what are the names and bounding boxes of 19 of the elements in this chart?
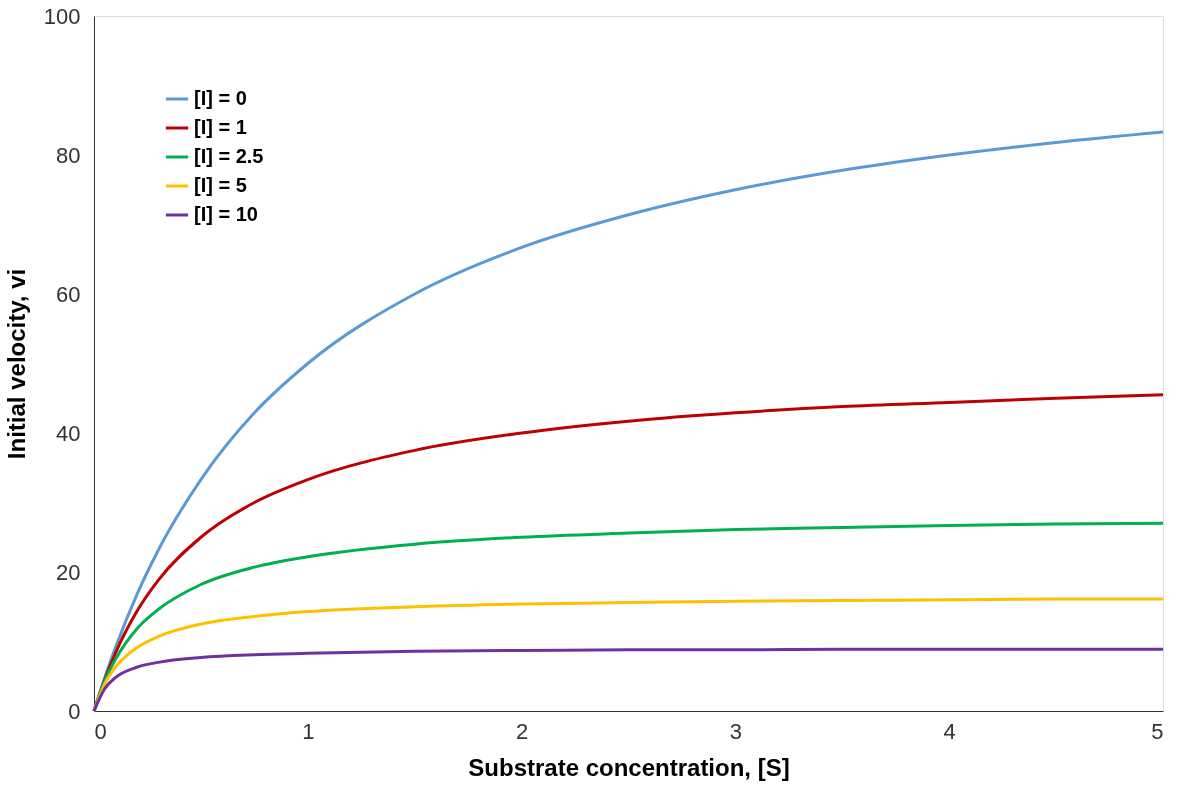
x-tick-label: 5 [1151, 718, 1164, 744]
x-tick-label: 1 [302, 718, 315, 744]
x-tick-label: 3 [729, 718, 743, 744]
legend-label: [I] = 5 [194, 174, 247, 196]
legend-label: [I] = 0 [194, 87, 247, 109]
legend-label: [I] = 10 [194, 203, 258, 225]
y-tick-label: 100 [43, 3, 81, 29]
x-tick-label: 4 [943, 718, 956, 744]
x-axis-title: Substrate concentration, [S] [468, 753, 790, 781]
y-tick-label: 20 [56, 559, 81, 585]
y-axis-title: Initial velocity, vi [2, 268, 30, 460]
y-tick-label: 40 [56, 420, 81, 446]
y-tick-label: 80 [56, 142, 81, 168]
y-tick-label: 60 [56, 281, 81, 307]
x-tick-label: 2 [515, 718, 529, 744]
x-tick-label: 0 [94, 718, 107, 744]
y-tick-label: 0 [68, 698, 81, 724]
legend-label: [I] = 1 [194, 116, 247, 138]
legend-label: [I] = 2.5 [194, 145, 264, 167]
